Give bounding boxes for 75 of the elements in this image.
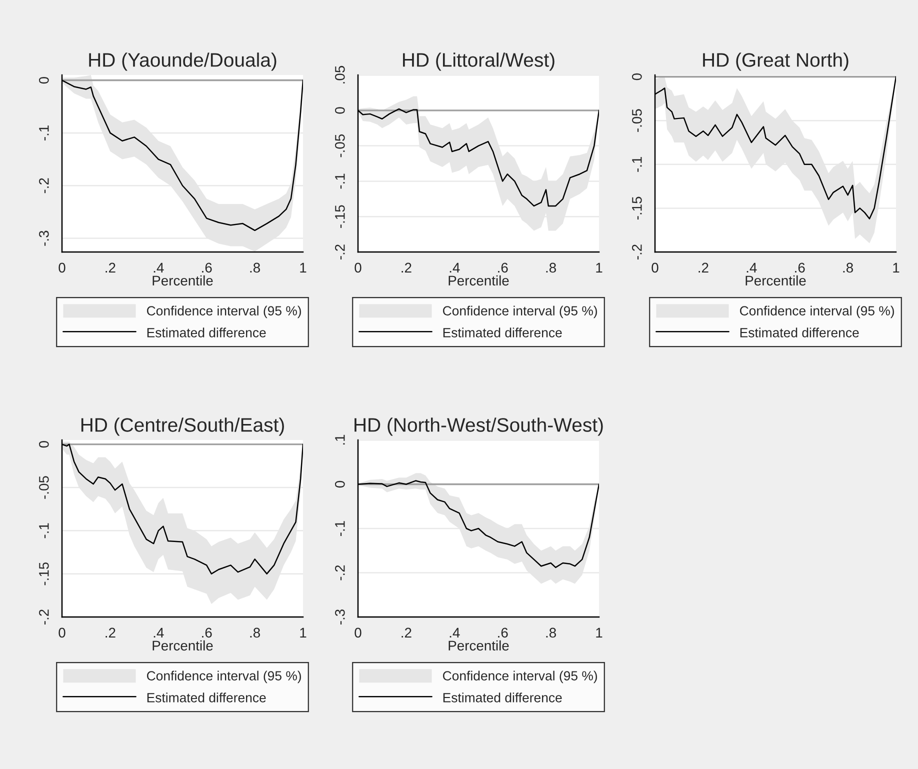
- text: Confidence interval (95 %): [147, 670, 301, 684]
- y-tick-label: 0: [39, 76, 49, 84]
- text: Confidence interval (95 %): [443, 670, 597, 684]
- y-tick-label: .05: [335, 66, 345, 84]
- x-axis-title: Percentile: [152, 275, 213, 286]
- y-tick-label: -.2: [335, 565, 345, 580]
- text: Confidence interval (95 %): [740, 306, 894, 318]
- y-tick-label: .1: [335, 434, 345, 445]
- x-tick-label: 1: [893, 262, 900, 272]
- x-tick-label: 0: [652, 262, 658, 273]
- x-tick-label: .2: [698, 262, 708, 272]
- x-tick-label: .4: [746, 262, 757, 272]
- x-tick-label: .4: [450, 262, 460, 272]
- x-tick-label: .4: [154, 628, 164, 638]
- x-tick-label: 0: [58, 628, 66, 638]
- x-tick-label: .8: [250, 628, 260, 638]
- x-tick-label: 0: [354, 262, 362, 273]
- y-tick-label: -.15: [39, 562, 49, 586]
- x-tick-label: .8: [546, 628, 556, 638]
- x-tick-label: 1: [596, 628, 602, 638]
- x-tick-label: .6: [202, 262, 212, 273]
- x-tick-label: .8: [546, 262, 556, 273]
- y-tick-label: -.2: [335, 244, 345, 260]
- x-tick-label: 1: [300, 628, 306, 638]
- chart-title: HD (Yaounde/Douala): [89, 52, 276, 71]
- y-tick-label: -.1: [335, 521, 345, 536]
- x-tick-label: .2: [402, 262, 412, 272]
- y-tick-label: -.1: [39, 523, 49, 538]
- y-tick-label: -.1: [39, 126, 49, 140]
- y-tick-label: 0: [335, 107, 345, 114]
- y-tick-label: -.3: [39, 230, 49, 246]
- x-tick-label: .8: [843, 262, 853, 273]
- text: Confidence interval (95 %): [443, 306, 597, 318]
- x-tick-label: .6: [202, 628, 212, 638]
- y-tick-label: -.2: [632, 244, 642, 260]
- chart-title: HD (Centre/South/East): [81, 418, 284, 436]
- x-tick-label: .6: [498, 262, 508, 273]
- x-tick-label: 1: [596, 262, 602, 272]
- x-tick-label: .6: [498, 628, 508, 638]
- y-tick-label: -.15: [335, 205, 345, 228]
- y-tick-label: -.15: [632, 196, 642, 220]
- text: Estimated difference: [147, 692, 266, 702]
- x-axis-title: Percentile: [448, 275, 509, 286]
- x-axis-title: Percentile: [152, 640, 213, 651]
- x-tick-label: .6: [795, 262, 805, 273]
- chart-title: HD (North-West/South-West): [354, 418, 603, 436]
- text: Estimated difference: [147, 328, 266, 338]
- y-tick-label: 0: [335, 480, 345, 488]
- x-tick-label: .2: [106, 628, 116, 638]
- y-tick-label: -.05: [632, 109, 642, 132]
- text: Estimated difference: [740, 328, 859, 338]
- text: Estimated difference: [443, 692, 562, 702]
- x-tick-label: .2: [106, 262, 116, 272]
- x-tick-label: .4: [154, 262, 164, 272]
- x-tick-label: 0: [354, 628, 362, 638]
- x-tick-label: .8: [250, 262, 260, 273]
- x-tick-label: .4: [450, 628, 460, 638]
- y-tick-label: -.3: [335, 610, 345, 624]
- text: Confidence interval (95 %): [147, 306, 301, 318]
- y-tick-label: -.2: [39, 610, 49, 624]
- x-tick-label: 1: [300, 262, 306, 272]
- chart-title: HD (Littoral/West): [403, 52, 554, 71]
- y-tick-label: -.1: [335, 174, 345, 189]
- y-tick-label: 0: [39, 441, 49, 448]
- chart-title: HD (Great North): [703, 52, 848, 71]
- y-tick-label: -.05: [335, 134, 345, 158]
- y-tick-label: 0: [632, 73, 642, 80]
- x-axis-title: Percentile: [746, 275, 806, 286]
- x-axis-title: Percentile: [448, 640, 509, 651]
- y-tick-label: -.2: [39, 178, 49, 194]
- x-tick-label: .2: [402, 628, 412, 638]
- text: Estimated difference: [443, 328, 562, 338]
- x-tick-label: 0: [58, 262, 66, 273]
- y-tick-label: -.05: [39, 476, 49, 499]
- y-tick-label: -.1: [632, 156, 642, 172]
